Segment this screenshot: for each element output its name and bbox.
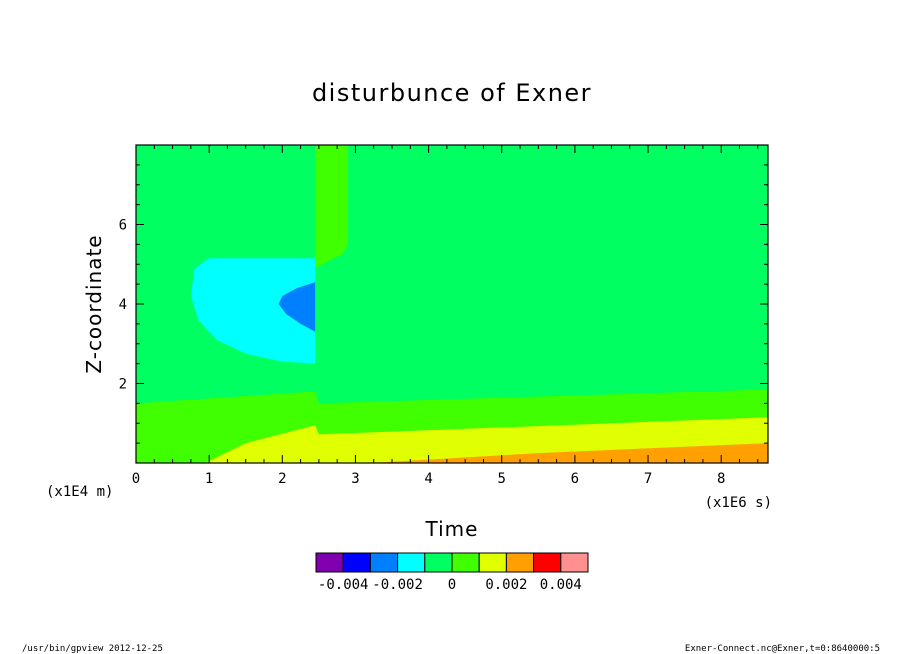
colorbar-swatch (560, 552, 589, 573)
y-axis-unit: (x1E4 m) (46, 484, 113, 500)
negative-weak-lobe-region (190, 258, 316, 364)
y-axis-label: Z-coordinate (82, 234, 106, 373)
colorbar-swatch (342, 552, 371, 573)
y-axis: 2 4 6 (119, 144, 768, 464)
footer-right: Exner-Connect.nc@Exner,t=0:8640000:5 (685, 644, 880, 654)
colorbar-swatch (478, 552, 507, 573)
colorbar-swatch (505, 552, 535, 573)
x-tick-label: 8 (717, 471, 725, 487)
x-tick-label: 3 (351, 471, 359, 487)
colorbar-swatch (315, 552, 344, 573)
colorbar-label: -0.002 (372, 577, 423, 593)
x-tick-label: 1 (205, 471, 213, 487)
colorbar-label: 0.004 (540, 577, 582, 593)
colorbar-swatch (397, 552, 426, 573)
colorbar-swatch (424, 552, 453, 573)
x-tick-label: 2 (278, 471, 286, 487)
colorbar-label: 0 (448, 577, 456, 593)
x-axis-label: Time (425, 517, 479, 541)
x-tick-label: 5 (498, 471, 506, 487)
positive-weak-upper-column-region (315, 145, 349, 269)
x-tick-label: 6 (571, 471, 579, 487)
plot-area (135, 144, 769, 464)
positive-strong-layer-region (370, 443, 768, 463)
y-tick-label: 2 (119, 377, 127, 393)
colorbar-label: 0.002 (485, 577, 527, 593)
x-tick-label: 7 (644, 471, 652, 487)
colorbar-label: -0.004 (318, 577, 369, 593)
x-tick-label: 0 (132, 471, 140, 487)
x-axis: 0 1 2 3 4 5 6 7 8 (132, 145, 759, 487)
colorbar-legend: -0.004 -0.002 0 0.002 0.004 (315, 552, 589, 593)
colorbar-swatch (369, 552, 399, 573)
colorbar-swatch (533, 552, 562, 573)
negative-moderate-core-region (278, 282, 316, 332)
x-tick-label: 4 (424, 471, 432, 487)
x-axis-unit: (x1E6 s) (705, 495, 772, 511)
y-tick-label: 4 (119, 297, 127, 313)
footer-left: /usr/bin/gpview 2012-12-25 (22, 644, 163, 654)
chart-title: disturbunce of Exner (312, 79, 592, 107)
colorbar-swatch (451, 552, 480, 573)
y-tick-label: 6 (119, 218, 127, 234)
